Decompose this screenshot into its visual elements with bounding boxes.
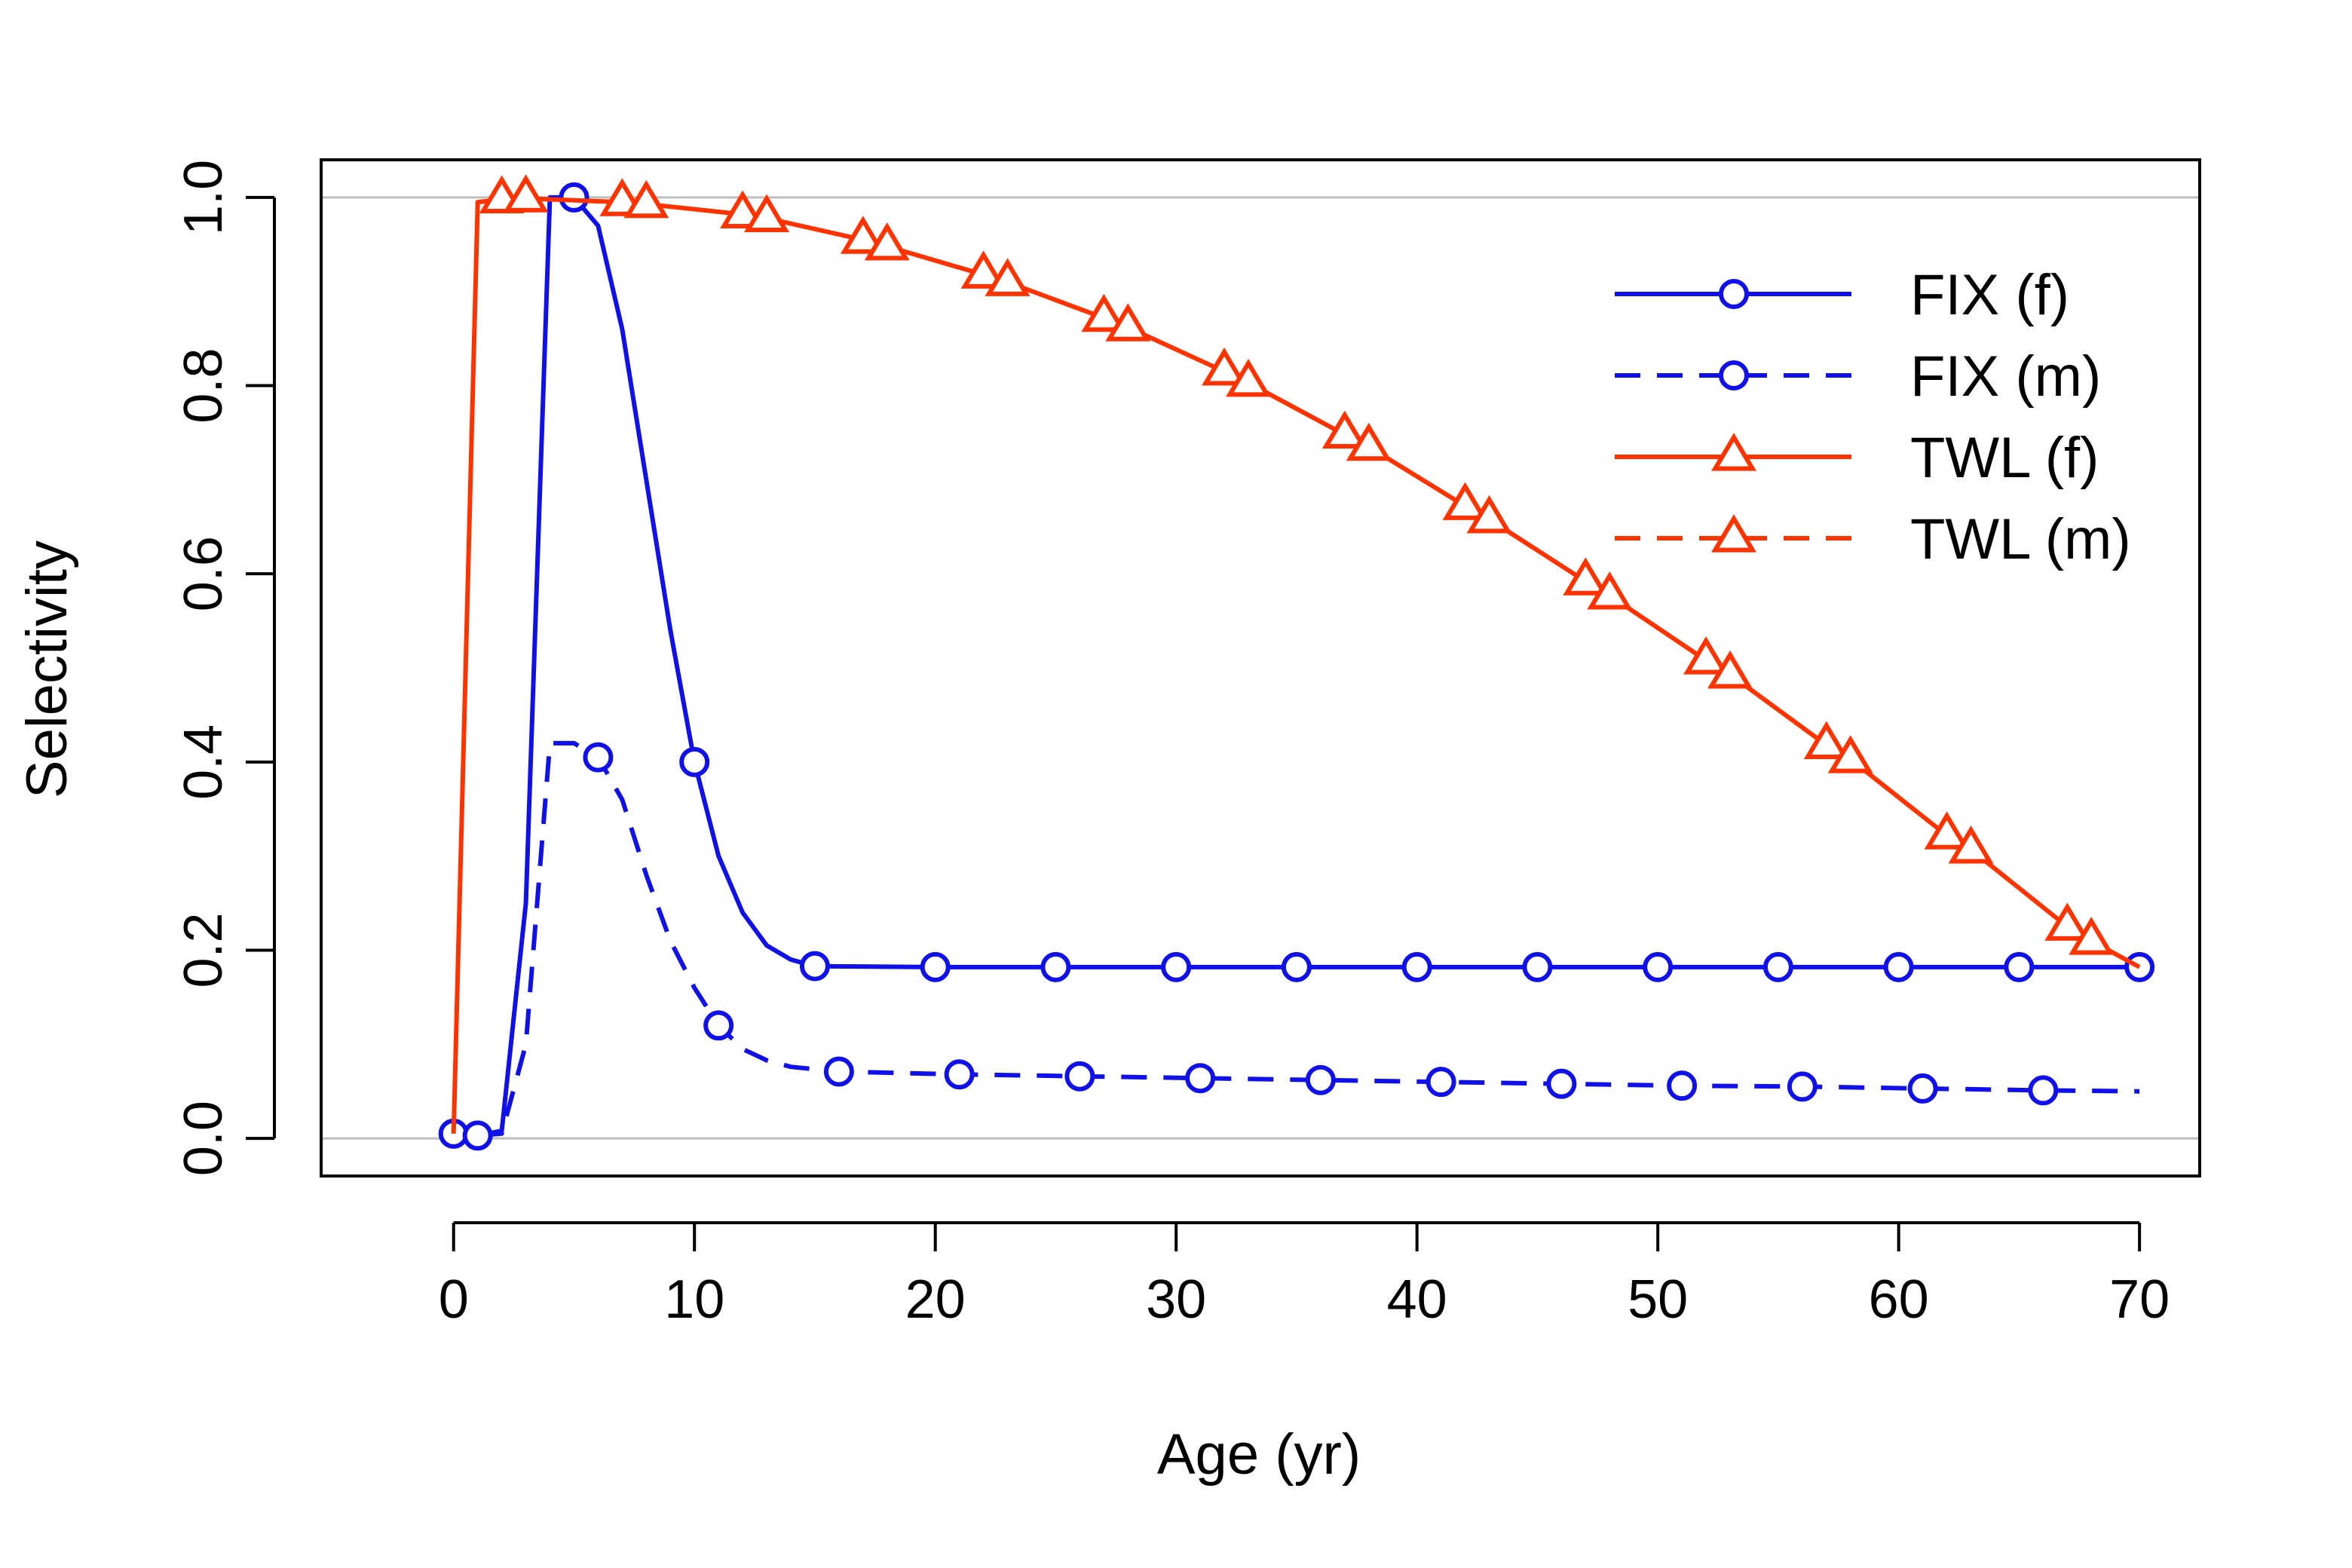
data-point xyxy=(559,182,590,213)
data-point xyxy=(1948,825,1994,864)
data-point xyxy=(1161,951,1192,982)
reference-lines xyxy=(321,196,2200,1140)
x-tick-label: 70 xyxy=(2109,1269,2170,1330)
legend-marker xyxy=(1719,279,1749,309)
data-point xyxy=(1281,951,1312,982)
data-point xyxy=(823,1056,854,1087)
data-point xyxy=(1907,1073,1938,1104)
data-point xyxy=(623,179,669,219)
data-point xyxy=(462,1120,493,1151)
series-1 xyxy=(462,740,2140,1151)
data-point xyxy=(1040,951,1071,982)
x-tick-label: 60 xyxy=(1869,1269,1929,1330)
x-tick-label: 30 xyxy=(1146,1269,1206,1330)
data-point xyxy=(1081,293,1127,332)
data-point xyxy=(1924,811,1970,850)
data-point xyxy=(840,216,886,254)
data-point xyxy=(1105,303,1151,341)
x-tick-label: 10 xyxy=(664,1269,724,1330)
data-point xyxy=(744,194,790,232)
series-layer xyxy=(438,174,2155,1151)
x-axis-title: Age (yr) xyxy=(1157,1423,1361,1487)
data-point xyxy=(1426,1067,1456,1098)
data-point xyxy=(1185,1063,1216,1094)
data-point xyxy=(1587,571,1633,610)
data-point xyxy=(1202,347,1248,386)
data-point xyxy=(1667,1070,1698,1101)
y-tick-label: 1.0 xyxy=(173,160,234,235)
data-point xyxy=(1064,1061,1095,1092)
data-point xyxy=(583,742,614,773)
data-point xyxy=(799,951,830,982)
data-point xyxy=(944,1059,975,1090)
x-tick-label: 50 xyxy=(1628,1269,1688,1330)
data-point xyxy=(1643,951,1674,982)
data-point xyxy=(679,746,710,777)
data-point xyxy=(1707,650,1753,689)
x-tick-label: 0 xyxy=(439,1269,469,1330)
y-tick-label: 0.6 xyxy=(173,536,234,611)
data-point xyxy=(1787,1071,1818,1102)
y-tick-label: 0.4 xyxy=(173,724,234,800)
data-point xyxy=(2004,951,2035,982)
series-line xyxy=(453,194,2140,1138)
legend-marker xyxy=(1711,514,1756,553)
data-point xyxy=(920,951,951,982)
legend-marker xyxy=(1711,433,1756,471)
legend: FIX (f) FIX (m) TWL (f) TWL (m) xyxy=(1615,263,2131,571)
legend-item: TWL (f) xyxy=(1615,426,2099,490)
data-point xyxy=(703,1010,734,1041)
data-point xyxy=(1226,358,1271,397)
legend-item: FIX (m) xyxy=(1615,345,2101,409)
data-point xyxy=(1346,422,1392,461)
data-point xyxy=(1563,557,1609,596)
legend-label: TWL (f) xyxy=(1910,426,2099,490)
data-point xyxy=(1305,1064,1336,1095)
x-tick-label: 20 xyxy=(905,1269,966,1330)
y-tick-label: 0.8 xyxy=(173,348,234,424)
data-point xyxy=(985,258,1031,296)
series-2 xyxy=(451,174,2141,1134)
legend-marker xyxy=(1719,360,1749,390)
data-point xyxy=(1803,721,1849,759)
data-point xyxy=(1827,735,1873,773)
y-tick-label: 0.2 xyxy=(173,912,234,988)
data-point xyxy=(1762,951,1793,982)
legend-item: TWL (m) xyxy=(1615,507,2131,571)
y-axis-title: Selectivity xyxy=(15,541,79,798)
data-point xyxy=(2069,917,2115,955)
data-point xyxy=(2124,951,2155,982)
series-line xyxy=(451,196,2141,1134)
data-point xyxy=(1883,951,1914,982)
data-point xyxy=(720,190,766,228)
data-point xyxy=(1522,951,1553,982)
data-point xyxy=(503,174,549,213)
data-point xyxy=(864,222,910,261)
data-point xyxy=(1683,636,1729,675)
legend-label: FIX (f) xyxy=(1910,263,2069,327)
data-point xyxy=(1466,495,1512,534)
x-axis: 0 10 20 30 40 50 60 70 xyxy=(439,1221,2170,1330)
legend-label: FIX (m) xyxy=(1910,345,2101,409)
data-point xyxy=(2044,902,2090,941)
y-axis: 0.0 0.2 0.4 0.6 0.8 1.0 xyxy=(173,160,276,1176)
data-point xyxy=(1546,1068,1577,1099)
legend-item: FIX (f) xyxy=(1615,263,2069,327)
series-0 xyxy=(438,182,2155,1149)
data-point xyxy=(960,250,1006,289)
plot-frame xyxy=(320,158,2201,1178)
data-point xyxy=(1401,951,1432,982)
series-line xyxy=(477,740,2140,1138)
y-tick-label: 0.0 xyxy=(173,1101,234,1176)
data-point xyxy=(2028,1075,2059,1106)
x-tick-label: 40 xyxy=(1387,1269,1447,1330)
data-point xyxy=(1442,482,1488,520)
data-point xyxy=(1321,410,1367,449)
legend-label: TWL (m) xyxy=(1910,507,2131,571)
